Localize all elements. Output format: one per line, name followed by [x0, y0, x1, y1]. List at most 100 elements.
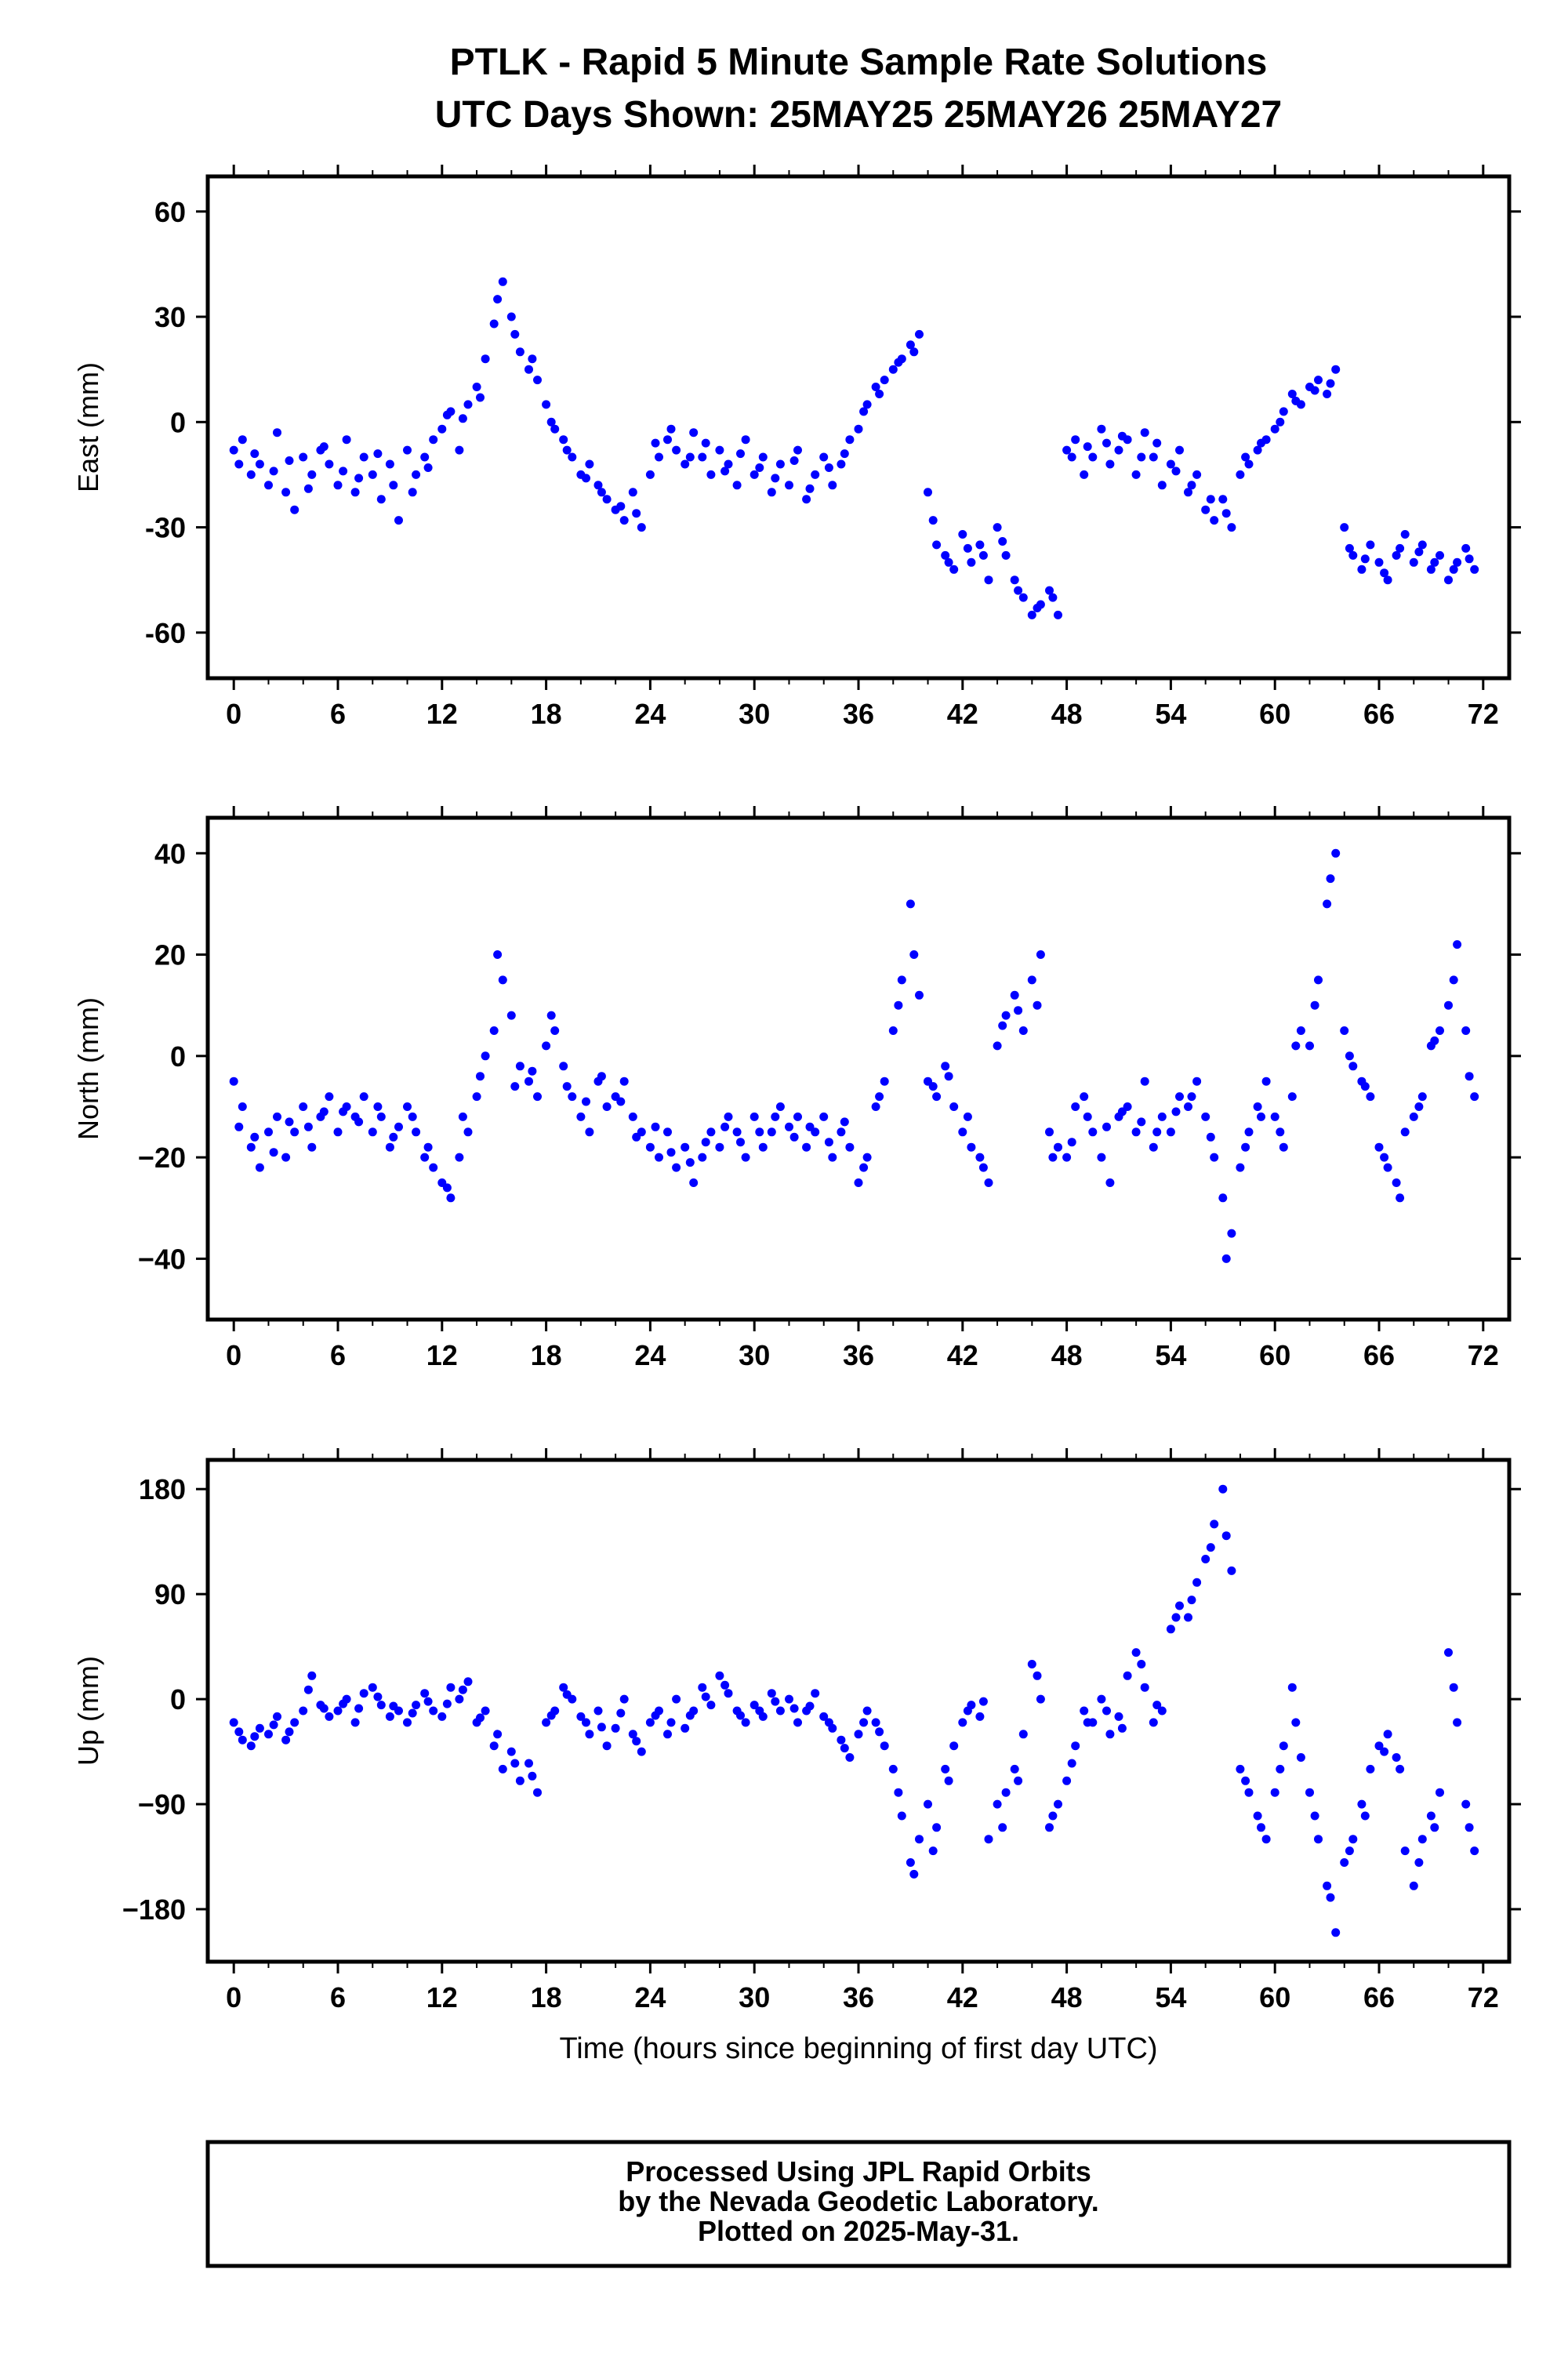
north-y-tick-label: −40: [138, 1243, 186, 1275]
north-data-point: [963, 1112, 972, 1121]
north-data-point: [1157, 1112, 1167, 1121]
east-data-point: [1360, 554, 1370, 564]
up-data-point: [273, 1712, 281, 1721]
east-data-point: [944, 557, 953, 567]
north-data-point: [476, 1072, 485, 1081]
north-y-axis-label: North (mm): [72, 997, 104, 1140]
east-data-point: [1152, 438, 1162, 448]
up-data-point: [1400, 1846, 1410, 1856]
north-data-point: [246, 1142, 256, 1152]
east-data-point: [420, 452, 430, 462]
up-data-point: [755, 1706, 764, 1716]
east-data-point: [515, 347, 524, 357]
up-y-tick-label: 90: [154, 1578, 186, 1610]
north-data-point: [1036, 950, 1045, 959]
up-data-point: [701, 1692, 710, 1701]
up-data-point: [793, 1718, 802, 1727]
up-data-point: [924, 1799, 932, 1809]
north-data-point: [394, 1122, 403, 1131]
north-data-point: [1326, 874, 1335, 884]
north-x-tick-label: 66: [1363, 1339, 1395, 1371]
north-x-tick-label: 6: [330, 1339, 346, 1371]
up-x-tick-label: 30: [739, 1981, 770, 2013]
east-data-point: [1140, 428, 1149, 438]
up-data-point: [1244, 1788, 1254, 1797]
east-data-point: [681, 459, 690, 469]
north-data-point: [736, 1138, 745, 1147]
east-data-point: [1157, 481, 1167, 490]
up-data-point: [389, 1701, 398, 1711]
east-data-point: [528, 354, 537, 364]
north-data-point: [871, 1102, 880, 1111]
east-data-point: [689, 428, 699, 438]
east-data-point: [1241, 452, 1250, 462]
east-data-point: [246, 470, 256, 479]
up-data-point: [1426, 1811, 1436, 1821]
north-data-point: [1227, 1229, 1236, 1238]
up-data-point: [1296, 1753, 1305, 1762]
north-data-point: [1102, 1122, 1111, 1131]
east-data-point: [1171, 467, 1181, 476]
up-data-point: [246, 1741, 256, 1751]
up-data-point: [403, 1718, 412, 1727]
north-data-point: [597, 1072, 606, 1081]
east-data-point: [1083, 442, 1092, 452]
north-data-point: [1417, 1092, 1427, 1102]
up-data-point: [944, 1776, 953, 1785]
up-data-point: [1444, 1648, 1453, 1657]
up-data-point: [1097, 1694, 1106, 1704]
up-data-point: [339, 1699, 348, 1708]
east-y-tick-label: -60: [145, 617, 186, 649]
up-data-point: [651, 1711, 660, 1720]
up-data-point: [1417, 1835, 1427, 1844]
north-data-point: [442, 1183, 452, 1193]
east-x-tick-label: 36: [843, 698, 874, 730]
north-data-point: [1014, 1006, 1023, 1015]
east-data-point: [715, 445, 724, 455]
north-data-point: [785, 1122, 793, 1131]
east-x-tick-label: 6: [330, 698, 346, 730]
north-data-point: [238, 1102, 247, 1111]
up-data-point: [837, 1735, 846, 1745]
up-data-point: [1236, 1764, 1245, 1774]
north-data-point: [403, 1102, 412, 1111]
east-data-point: [359, 452, 368, 462]
east-data-point: [632, 509, 641, 518]
north-data-point: [1137, 1117, 1146, 1127]
north-data-point: [1206, 1132, 1215, 1142]
east-data-point: [837, 459, 846, 469]
up-data-point: [307, 1671, 317, 1680]
east-data-point: [1206, 495, 1215, 504]
east-data-point: [698, 452, 707, 462]
north-x-tick-label: 72: [1468, 1339, 1499, 1371]
north-data-point: [1291, 1041, 1301, 1051]
up-data-point: [681, 1723, 690, 1733]
up-data-point: [489, 1741, 499, 1751]
north-data-point: [1067, 1138, 1076, 1147]
up-data-point: [1340, 1858, 1349, 1867]
east-data-point: [928, 516, 938, 525]
east-x-tick-label: 54: [1155, 698, 1186, 730]
east-data-point: [458, 414, 467, 423]
up-data-point: [597, 1723, 606, 1732]
up-data-point: [785, 1694, 793, 1704]
up-data-point: [442, 1699, 452, 1708]
east-data-point: [685, 452, 695, 462]
up-data-point: [325, 1712, 334, 1721]
up-data-point: [458, 1685, 467, 1694]
north-x-tick-label: 30: [739, 1339, 770, 1371]
north-data-point: [741, 1153, 750, 1162]
east-data-point: [828, 481, 837, 490]
north-data-point: [420, 1153, 430, 1162]
north-data-point: [859, 1163, 869, 1172]
north-data-point: [672, 1163, 681, 1172]
up-data-point: [1261, 1835, 1271, 1844]
east-data-point: [720, 467, 730, 476]
east-data-point: [1201, 505, 1210, 514]
north-data-point: [616, 1097, 626, 1106]
up-data-point: [359, 1689, 368, 1698]
up-data-point: [628, 1730, 637, 1739]
up-data-point: [1366, 1764, 1375, 1774]
up-data-point: [1314, 1835, 1323, 1844]
east-data-point: [273, 428, 281, 438]
